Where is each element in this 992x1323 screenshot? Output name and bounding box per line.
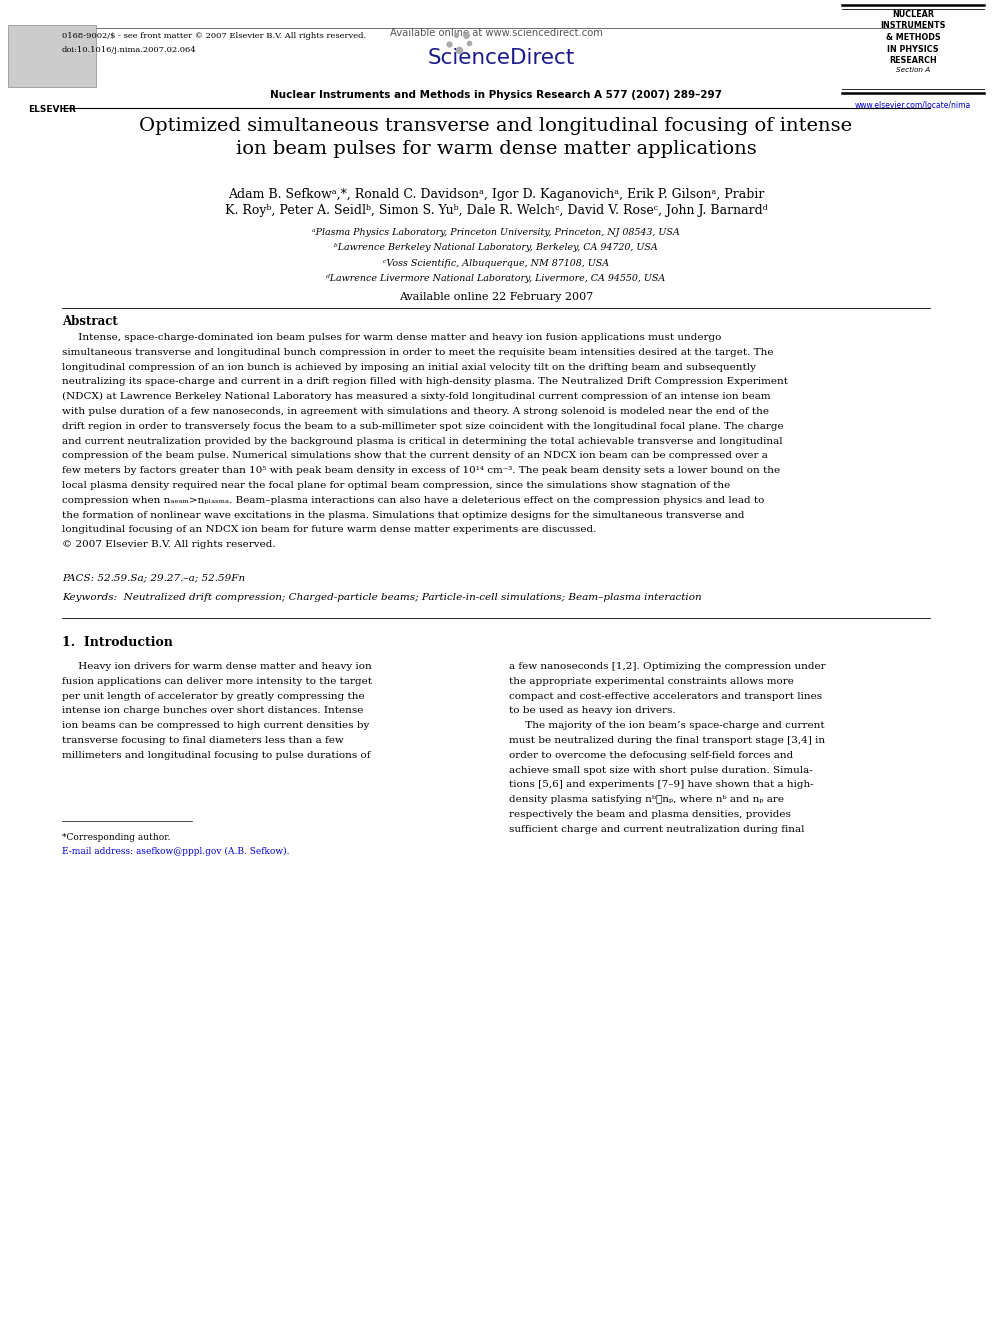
Text: RESEARCH: RESEARCH: [889, 56, 936, 65]
Text: © 2007 Elsevier B.V. All rights reserved.: © 2007 Elsevier B.V. All rights reserved…: [62, 540, 276, 549]
Text: the appropriate experimental constraints allows more: the appropriate experimental constraints…: [509, 677, 794, 685]
Text: compression of the beam pulse. Numerical simulations show that the current densi: compression of the beam pulse. Numerical…: [62, 451, 768, 460]
Text: (NDCX) at Lawrence Berkeley National Laboratory has measured a sixty-fold longit: (NDCX) at Lawrence Berkeley National Lab…: [62, 392, 771, 401]
Text: with pulse duration of a few nanoseconds, in agreement with simulations and theo: with pulse duration of a few nanoseconds…: [62, 407, 769, 415]
Text: Available online 22 February 2007: Available online 22 February 2007: [399, 292, 593, 302]
Text: compression when nₐₑₐₘ>nₚₗₐₛₘₐ. Beam–plasma interactions can also have a deleter: compression when nₐₑₐₘ>nₚₗₐₛₘₐ. Beam–pla…: [62, 496, 765, 505]
Text: longitudinal compression of an ion bunch is achieved by imposing an initial axia: longitudinal compression of an ion bunch…: [62, 363, 756, 372]
Text: & METHODS: & METHODS: [886, 33, 940, 42]
Text: to be used as heavy ion drivers.: to be used as heavy ion drivers.: [509, 706, 676, 716]
Text: 0168-9002/$ - see front matter © 2007 Elsevier B.V. All rights reserved.: 0168-9002/$ - see front matter © 2007 El…: [62, 32, 366, 40]
Text: per unit length of accelerator by greatly compressing the: per unit length of accelerator by greatl…: [62, 692, 365, 701]
Text: Adam B. Sefkowᵃ,*, Ronald C. Davidsonᵃ, Igor D. Kaganovichᵃ, Erik P. Gilsonᵃ, Pr: Adam B. Sefkowᵃ,*, Ronald C. Davidsonᵃ, …: [228, 188, 764, 201]
Text: must be neutralized during the final transport stage [3,4] in: must be neutralized during the final tra…: [509, 736, 825, 745]
Text: longitudinal focusing of an NDCX ion beam for future warm dense matter experimen: longitudinal focusing of an NDCX ion bea…: [62, 525, 596, 534]
Text: PACS: 52.59.Sa; 29.27.–a; 52.59Fn: PACS: 52.59.Sa; 29.27.–a; 52.59Fn: [62, 573, 245, 582]
Text: ᵃPlasma Physics Laboratory, Princeton University, Princeton, NJ 08543, USA: ᵃPlasma Physics Laboratory, Princeton Un…: [312, 228, 680, 237]
Text: Optimized simultaneous transverse and longitudinal focusing of intense
ion beam : Optimized simultaneous transverse and lo…: [140, 116, 852, 157]
Text: doi:10.1016/j.nima.2007.02.064: doi:10.1016/j.nima.2007.02.064: [62, 46, 196, 54]
Text: ᵇLawrence Berkeley National Laboratory, Berkeley, CA 94720, USA: ᵇLawrence Berkeley National Laboratory, …: [334, 243, 658, 253]
Text: The majority of the ion beam’s space-charge and current: The majority of the ion beam’s space-cha…: [509, 721, 824, 730]
Text: ELSEVIER: ELSEVIER: [28, 105, 76, 114]
Text: density plasma satisfying nᵇ≪nₚ, where nᵇ and nₚ are: density plasma satisfying nᵇ≪nₚ, where n…: [509, 795, 784, 804]
Text: fusion applications can deliver more intensity to the target: fusion applications can deliver more int…: [62, 677, 372, 685]
Text: transverse focusing to final diameters less than a few: transverse focusing to final diameters l…: [62, 736, 344, 745]
Text: Heavy ion drivers for warm dense matter and heavy ion: Heavy ion drivers for warm dense matter …: [62, 662, 372, 671]
Text: a few nanoseconds [1,2]. Optimizing the compression under: a few nanoseconds [1,2]. Optimizing the …: [509, 662, 825, 671]
Text: *Corresponding author.: *Corresponding author.: [62, 832, 171, 841]
Text: compact and cost-effective accelerators and transport lines: compact and cost-effective accelerators …: [509, 692, 822, 701]
Text: order to overcome the defocusing self-field forces and: order to overcome the defocusing self-fi…: [509, 750, 794, 759]
Text: 1.  Introduction: 1. Introduction: [62, 636, 173, 650]
Text: sufficient charge and current neutralization during final: sufficient charge and current neutraliza…: [509, 824, 805, 833]
Text: respectively the beam and plasma densities, provides: respectively the beam and plasma densiti…: [509, 810, 791, 819]
Text: Intense, space-charge-dominated ion beam pulses for warm dense matter and heavy : Intense, space-charge-dominated ion beam…: [62, 333, 721, 343]
Text: K. Royᵇ, Peter A. Seidlᵇ, Simon S. Yuᵇ, Dale R. Welchᶜ, David V. Roseᶜ, John J. : K. Royᵇ, Peter A. Seidlᵇ, Simon S. Yuᵇ, …: [224, 204, 768, 217]
Text: www.elsevier.com/locate/nima: www.elsevier.com/locate/nima: [855, 101, 971, 108]
Text: millimeters and longitudinal focusing to pulse durations of: millimeters and longitudinal focusing to…: [62, 750, 370, 759]
Text: ion beams can be compressed to high current densities by: ion beams can be compressed to high curr…: [62, 721, 369, 730]
Text: intense ion charge bunches over short distances. Intense: intense ion charge bunches over short di…: [62, 706, 363, 716]
Text: IN PHYSICS: IN PHYSICS: [887, 45, 938, 53]
Text: ᶜVoss Scientific, Albuquerque, NM 87108, USA: ᶜVoss Scientific, Albuquerque, NM 87108,…: [383, 259, 609, 269]
Text: neutralizing its space-charge and current in a drift region filled with high-den: neutralizing its space-charge and curren…: [62, 377, 788, 386]
Text: Keywords:  Neutralized drift compression; Charged-particle beams; Particle-in-ce: Keywords: Neutralized drift compression;…: [62, 593, 701, 602]
Text: the formation of nonlinear wave excitations in the plasma. Simulations that opti: the formation of nonlinear wave excitati…: [62, 511, 745, 520]
Text: and current neutralization provided by the background plasma is critical in dete: and current neutralization provided by t…: [62, 437, 783, 446]
Text: tions [5,6] and experiments [7–9] have shown that a high-: tions [5,6] and experiments [7–9] have s…: [509, 781, 813, 790]
Text: ScienceDirect: ScienceDirect: [428, 48, 574, 67]
Text: E-mail address: asefkow@pppl.gov (A.B. Sefkow).: E-mail address: asefkow@pppl.gov (A.B. S…: [62, 847, 290, 856]
Text: INSTRUMENTS: INSTRUMENTS: [880, 21, 945, 30]
Text: Nuclear Instruments and Methods in Physics Research A 577 (2007) 289–297: Nuclear Instruments and Methods in Physi…: [270, 90, 722, 101]
Text: local plasma density required near the focal plane for optimal beam compression,: local plasma density required near the f…: [62, 482, 730, 490]
Bar: [8, 25, 96, 87]
Text: Available online at www.sciencedirect.com: Available online at www.sciencedirect.co…: [390, 28, 602, 38]
Text: achieve small spot size with short pulse duration. Simula-: achieve small spot size with short pulse…: [509, 766, 812, 774]
Text: drift region in order to transversely focus the beam to a sub-millimeter spot si: drift region in order to transversely fo…: [62, 422, 784, 431]
Text: simultaneous transverse and longitudinal bunch compression in order to meet the : simultaneous transverse and longitudinal…: [62, 348, 774, 357]
Text: NUCLEAR: NUCLEAR: [892, 11, 934, 19]
Text: Section A: Section A: [896, 67, 930, 74]
Text: few meters by factors greater than 10⁵ with peak beam density in excess of 10¹⁴ : few meters by factors greater than 10⁵ w…: [62, 466, 780, 475]
Text: ᵈLawrence Livermore National Laboratory, Livermore, CA 94550, USA: ᵈLawrence Livermore National Laboratory,…: [326, 274, 666, 283]
Text: Abstract: Abstract: [62, 315, 118, 328]
